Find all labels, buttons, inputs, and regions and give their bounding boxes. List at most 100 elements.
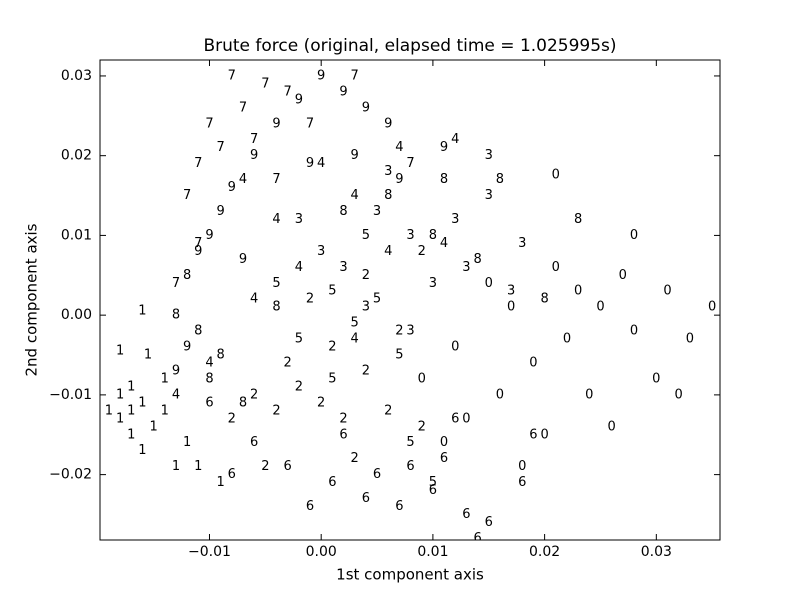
digit-marker: 2 [339,411,347,426]
digit-marker: 9 [217,204,225,219]
digit-marker: 4 [205,355,213,370]
digit-marker: 1 [144,348,152,363]
digit-marker: 5 [395,348,403,363]
digit-marker: 7 [406,156,414,171]
digit-marker: 5 [429,475,437,490]
digit-marker: 8 [574,212,582,227]
digit-marker: 0 [418,371,426,386]
digit-marker: 6 [250,435,258,450]
digit-marker: 4 [351,188,359,203]
digit-marker: 0 [663,284,671,299]
digit-marker: 0 [630,324,638,339]
digit-marker: 1 [138,443,146,458]
digit-marker: 8 [384,188,392,203]
digit-marker: 3 [485,188,493,203]
digit-marker: 4 [295,260,303,275]
digit-marker: 0 [440,435,448,450]
digit-marker: 8 [194,324,202,339]
digit-marker: 1 [172,459,180,474]
digit-marker: 7 [217,140,225,155]
x-tick-label: 0.01 [417,544,448,560]
digit-marker: 9 [250,148,258,163]
digit-marker: 7 [261,76,269,91]
digit-marker: 7 [194,236,202,251]
digit-marker: 4 [272,212,280,227]
digit-marker: 5 [406,435,414,450]
digit-marker: 6 [228,467,236,482]
digit-marker: 0 [574,284,582,299]
y-tick-label: 0.03 [61,68,92,84]
digit-marker: 3 [429,276,437,291]
digit-marker: 6 [451,411,459,426]
digit-marker: 6 [373,467,381,482]
digit-marker: 2 [328,340,336,355]
digit-marker: 0 [619,268,627,283]
digit-marker: 6 [529,427,537,442]
digit-marker: 9 [384,116,392,131]
digit-marker: 9 [194,244,202,259]
digit-marker: 0 [485,276,493,291]
digit-marker: 0 [507,300,515,315]
digit-marker: 4 [384,244,392,259]
digit-marker: 7 [194,156,202,171]
digit-marker: 0 [563,332,571,347]
y-tick-label: 0.01 [61,227,92,243]
digit-marker: 0 [462,411,470,426]
digit-marker: 4 [451,132,459,147]
digit-marker: 3 [339,260,347,275]
digit-marker: 8 [540,292,548,307]
digit-marker: 8 [339,204,347,219]
digit-marker: 6 [462,507,470,522]
digit-marker: 0 [552,260,560,275]
digit-marker: 5 [272,276,280,291]
digit-marker: 9 [395,172,403,187]
digit-marker: 0 [630,228,638,243]
digit-marker: 3 [406,324,414,339]
digit-marker: 0 [585,387,593,402]
digit-marker: 4 [317,156,325,171]
digit-marker: 5 [295,332,303,347]
digit-marker: 1 [127,403,135,418]
digit-marker: 2 [418,244,426,259]
digit-marker: 9 [306,156,314,171]
digit-marker: 2 [295,379,303,394]
digit-marker: 8 [496,172,504,187]
digit-marker: 2 [228,411,236,426]
digit-marker: 9 [295,92,303,107]
y-tick-label: 0.02 [61,148,92,164]
digit-marker: 9 [172,363,180,378]
digit-marker: 9 [239,252,247,267]
x-tick-label: 0.03 [641,544,672,560]
digit-marker: 1 [217,475,225,490]
digit-marker: 0 [518,459,526,474]
y-tick-label: 0.00 [61,307,92,323]
digit-marker: 7 [306,116,314,131]
digit-marker: 0 [552,167,560,182]
digit-marker: 1 [161,371,169,386]
digit-marker: 0 [540,427,548,442]
digit-marker: 9 [351,148,359,163]
digit-marker: 9 [205,228,213,243]
digit-marker: 2 [250,387,258,402]
digit-marker: 5 [351,316,359,331]
digit-marker: 4 [239,172,247,187]
digit-marker: 1 [194,459,202,474]
digit-marker: 2 [362,268,370,283]
digit-marker: 2 [306,292,314,307]
digit-marker: 6 [429,483,437,498]
digit-marker: 2 [261,459,269,474]
digit-marker: 9 [339,84,347,99]
digit-marker: 7 [183,188,191,203]
digit-marker: 7 [172,276,180,291]
y-tick-label: −0.02 [49,467,92,483]
digit-marker: 2 [384,403,392,418]
digit-marker: 5 [362,228,370,243]
digit-marker: 6 [362,491,370,506]
digit-marker: 7 [272,172,280,187]
digit-marker: 2 [317,395,325,410]
y-tick-label: −0.01 [49,387,92,403]
digit-marker: 0 [451,340,459,355]
digit-marker: 4 [172,387,180,402]
digit-marker: 8 [429,228,437,243]
digit-marker: 9 [183,340,191,355]
